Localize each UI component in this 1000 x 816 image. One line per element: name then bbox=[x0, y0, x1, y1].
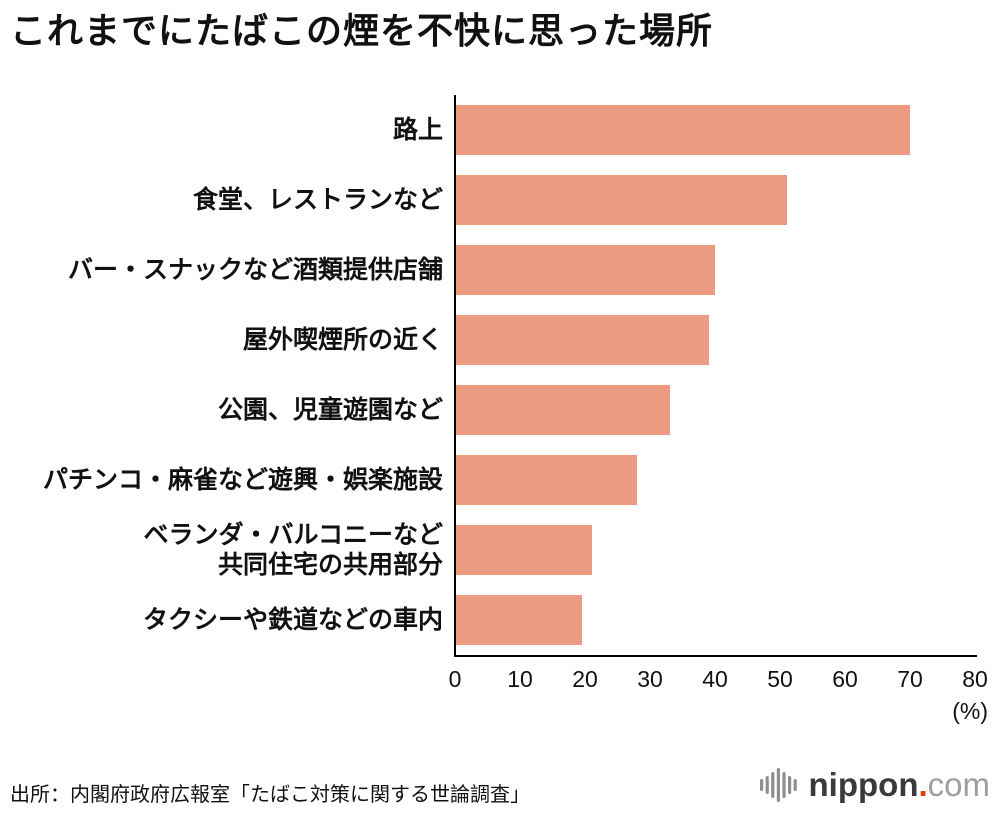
category-label: 路上 bbox=[392, 116, 443, 144]
x-tick-label: 0 bbox=[448, 666, 462, 692]
bar bbox=[455, 385, 670, 435]
bar bbox=[455, 175, 787, 225]
chart-row: バー・スナックなど酒類提供店舗 bbox=[0, 235, 975, 305]
bar-track bbox=[455, 315, 975, 365]
chart-row: タクシーや鉄道などの車内 bbox=[0, 585, 975, 655]
chart-row: 食堂、レストランなど bbox=[0, 165, 975, 235]
category-label: 屋外喫煙所の近く bbox=[242, 326, 443, 354]
chart-title: これまでにたばこの煙を不快に思った場所 bbox=[10, 10, 714, 51]
bar bbox=[455, 315, 709, 365]
chart-row: ベランダ・バルコニーなど 共同住宅の共用部分 bbox=[0, 515, 975, 585]
x-tick-label: 20 bbox=[572, 666, 598, 692]
logo-dot: . bbox=[918, 766, 928, 803]
logo-tld: com bbox=[927, 766, 990, 803]
chart-row: パチンコ・麻雀など遊興・娯楽施設 bbox=[0, 445, 975, 515]
source-note: 出所：内閣府政府広報室「たばこ対策に関する世論調査」 bbox=[10, 784, 530, 806]
category-label: 食堂、レストランなど bbox=[192, 186, 443, 214]
bar bbox=[455, 595, 582, 645]
bar bbox=[455, 455, 637, 505]
bar-track bbox=[455, 525, 975, 575]
bar-chart: 路上食堂、レストランなどバー・スナックなど酒類提供店舗屋外喫煙所の近く公園、児童… bbox=[0, 95, 975, 655]
x-tick-label: 70 bbox=[897, 666, 923, 692]
bar bbox=[455, 245, 715, 295]
x-axis-line bbox=[454, 655, 977, 657]
bar-track bbox=[455, 245, 975, 295]
bar-track bbox=[455, 385, 975, 435]
logo-brand: nippon bbox=[808, 766, 919, 803]
bar bbox=[455, 105, 910, 155]
category-label: パチンコ・麻雀など遊興・娯楽施設 bbox=[42, 466, 443, 494]
category-label: ベランダ・バルコニーなど 共同住宅の共用部分 bbox=[143, 521, 443, 579]
bar-track bbox=[455, 455, 975, 505]
x-tick-label: 50 bbox=[767, 666, 793, 692]
category-label: 公園、児童遊園など bbox=[217, 396, 443, 424]
x-tick-label: 30 bbox=[637, 666, 663, 692]
axis-unit-label: (%) bbox=[952, 698, 988, 724]
bar-track bbox=[455, 595, 975, 645]
x-tick-label: 60 bbox=[832, 666, 858, 692]
bar-track bbox=[455, 105, 975, 155]
x-tick-label: 10 bbox=[507, 666, 533, 692]
bar-track bbox=[455, 175, 975, 225]
x-tick-label: 80 bbox=[962, 666, 988, 692]
x-tick-label: 40 bbox=[702, 666, 728, 692]
chart-row: 屋外喫煙所の近く bbox=[0, 305, 975, 375]
nippon-logo-text: nippon.com bbox=[809, 766, 990, 804]
y-axis-line bbox=[454, 95, 456, 657]
category-label: タクシーや鉄道などの車内 bbox=[142, 606, 443, 634]
x-axis-ticks: 0 10 20 30 40 50 60 70 80 bbox=[449, 666, 988, 694]
chart-row: 路上 bbox=[0, 95, 975, 165]
category-label: バー・スナックなど酒類提供店舗 bbox=[67, 256, 443, 284]
bar bbox=[455, 525, 592, 575]
nippon-logo: nippon.com bbox=[759, 766, 990, 804]
nippon-logo-mark-icon bbox=[759, 768, 797, 802]
chart-row: 公園、児童遊園など bbox=[0, 375, 975, 445]
